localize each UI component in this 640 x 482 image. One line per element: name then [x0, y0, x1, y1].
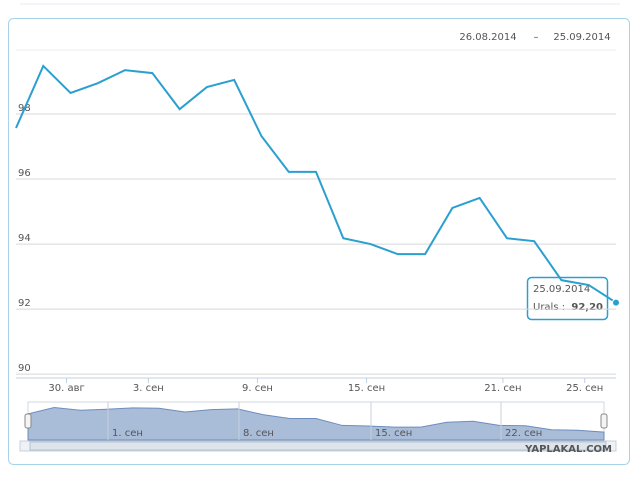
x-tick-label: 21. сен	[484, 383, 521, 394]
y-tick-label: 92	[18, 298, 31, 309]
x-tick-label: 15. сен	[348, 383, 385, 394]
x-tick-label: 30. авг	[48, 383, 84, 394]
series-line	[15, 64, 617, 304]
navigator-label: 22. сен	[505, 428, 542, 439]
x-tick-label: 3. сен	[133, 383, 164, 394]
navigator-label: 1. сен	[112, 428, 143, 439]
y-tick-label: 90	[18, 363, 31, 374]
navigator-label: 15. сен	[375, 428, 412, 439]
range-separator: –	[534, 32, 539, 43]
navigator-area	[27, 406, 605, 441]
range-end: 25.09.2014	[553, 32, 610, 43]
navigator-handle[interactable]	[600, 413, 608, 429]
x-tick-label: 9. сен	[242, 383, 273, 394]
navigator-label: 8. сен	[243, 428, 274, 439]
tooltip-value: 92,20	[571, 302, 603, 313]
hover-point	[612, 298, 620, 307]
y-tick-label: 94	[18, 233, 31, 244]
watermark: YAPLAKAL.COM	[524, 444, 612, 455]
range-start: 26.08.2014	[459, 32, 516, 43]
y-tick-label: 96	[18, 168, 31, 179]
navigator-handle[interactable]	[24, 413, 32, 429]
tooltip-label: Urals :	[533, 302, 565, 313]
frame	[8, 18, 630, 465]
scrollbar-thumb	[29, 441, 607, 451]
tooltip-date: 25.09.2014	[533, 284, 590, 295]
x-tick-label: 25. сен	[566, 383, 603, 394]
